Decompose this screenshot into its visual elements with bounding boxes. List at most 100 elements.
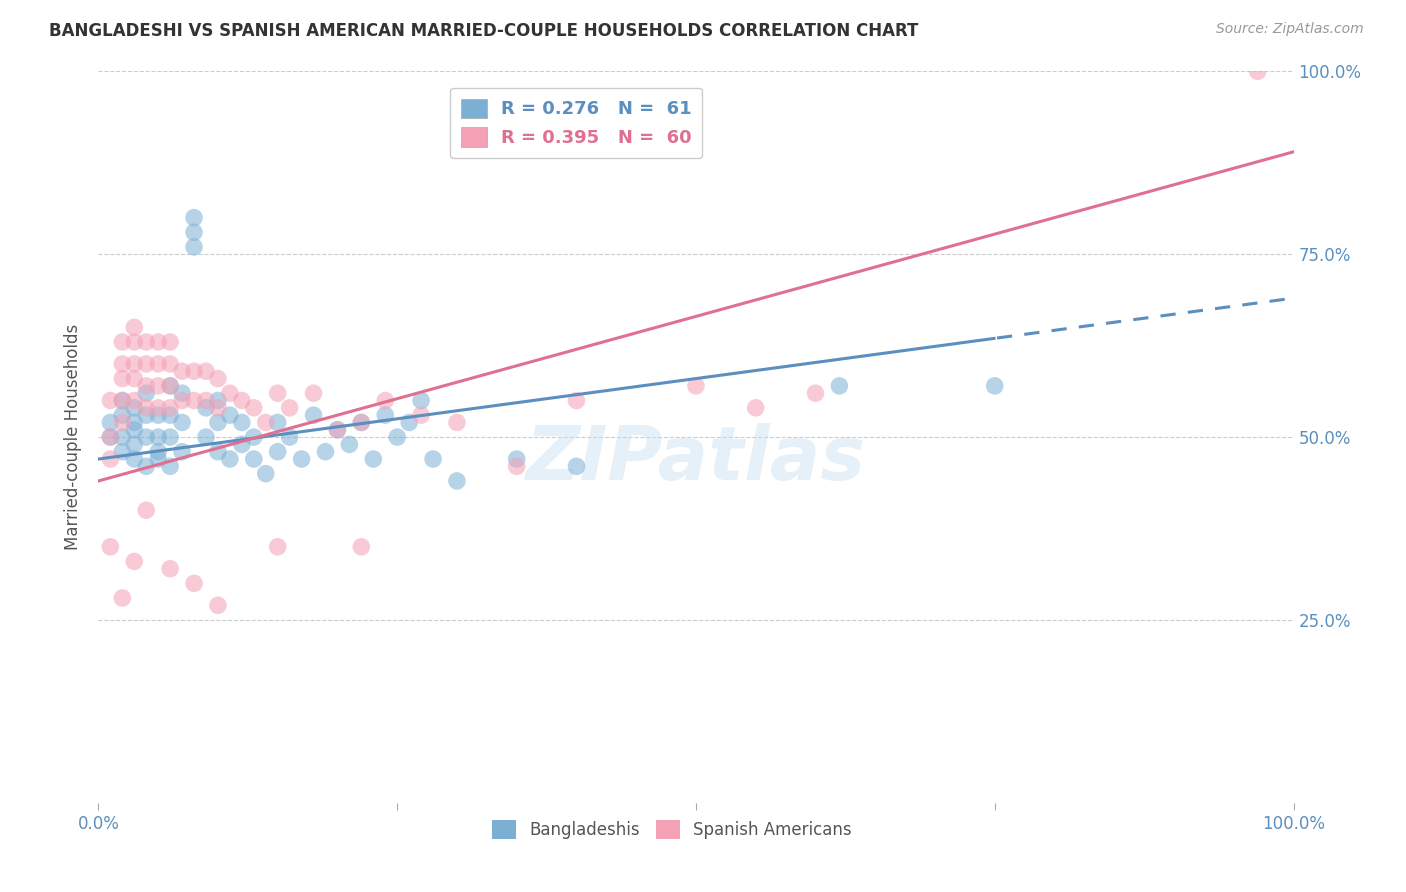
Point [207,401,229,415]
Point [326,423,349,437]
Point [111,334,134,349]
Point [148,334,170,349]
Point [135,503,157,517]
Point [278,430,301,444]
Point [159,562,181,576]
Point [159,334,181,349]
Point [172,386,194,401]
Point [195,430,218,444]
Point [124,437,146,451]
Point [148,401,170,415]
Point [207,371,229,385]
Point [195,393,218,408]
Point [1247,64,1270,78]
Point [135,408,157,422]
Point [172,364,194,378]
Point [267,416,290,430]
Point [148,452,170,467]
Point [135,357,157,371]
Point [124,423,146,437]
Point [111,357,134,371]
Text: BANGLADESHI VS SPANISH AMERICAN MARRIED-COUPLE HOUSEHOLDS CORRELATION CHART: BANGLADESHI VS SPANISH AMERICAN MARRIED-… [49,22,918,40]
Point [326,423,349,437]
Point [135,386,157,401]
Point [315,444,337,458]
Point [183,225,205,239]
Point [124,452,146,467]
Point [183,364,205,378]
Point [411,408,433,422]
Point [267,444,290,458]
Point [98,452,122,467]
Point [148,408,170,422]
Point [183,211,205,225]
Point [446,416,468,430]
Point [350,416,373,430]
Point [172,444,194,458]
Point [302,386,325,401]
Point [231,437,253,451]
Point [183,240,205,254]
Point [124,320,146,334]
Point [135,459,157,474]
Point [254,416,277,430]
Point [374,408,396,422]
Point [243,430,266,444]
Point [172,416,194,430]
Point [446,474,468,488]
Point [565,393,588,408]
Point [124,401,146,415]
Point [98,430,122,444]
Point [219,386,242,401]
Point [207,416,229,430]
Point [135,430,157,444]
Point [98,430,122,444]
Point [195,401,218,415]
Point [984,379,1007,393]
Point [111,393,134,408]
Point [124,393,146,408]
Point [159,430,181,444]
Point [267,540,290,554]
Point [98,540,122,554]
Point [363,452,385,467]
Point [159,459,181,474]
Point [124,416,146,430]
Point [111,591,134,605]
Point [135,379,157,393]
Point [398,416,420,430]
Point [111,408,134,422]
Point [195,364,218,378]
Point [159,401,181,415]
Point [350,416,373,430]
Point [98,416,122,430]
Point [148,444,170,458]
Point [159,408,181,422]
Point [506,459,529,474]
Point [565,459,588,474]
Point [207,444,229,458]
Y-axis label: Married-couple Households: Married-couple Households [65,324,83,550]
Point [291,452,314,467]
Point [339,437,361,451]
Point [172,393,194,408]
Point [124,334,146,349]
Point [219,408,242,422]
Point [828,379,851,393]
Point [183,576,205,591]
Point [422,452,444,467]
Point [219,452,242,467]
Point [111,416,134,430]
Text: Source: ZipAtlas.com: Source: ZipAtlas.com [1216,22,1364,37]
Point [745,401,768,415]
Point [243,452,266,467]
Point [159,357,181,371]
Point [148,357,170,371]
Point [148,379,170,393]
Point [148,430,170,444]
Point [124,357,146,371]
Point [135,334,157,349]
Point [111,393,134,408]
Point [124,554,146,568]
Point [231,393,253,408]
